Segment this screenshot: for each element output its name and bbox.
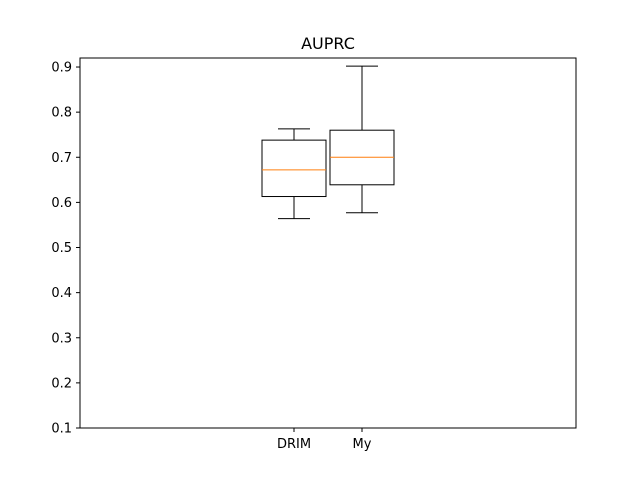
- x-tick-label: My: [353, 437, 372, 452]
- y-tick-label: 0.6: [51, 196, 72, 211]
- plot-area: [79, 57, 577, 429]
- y-tick-label: 0.7: [51, 151, 72, 166]
- x-axis: DRIM My: [277, 428, 372, 452]
- y-tick-label: 0.9: [51, 61, 72, 76]
- chart-title: AUPRC: [301, 34, 355, 53]
- y-tick-label: 0.5: [51, 241, 72, 256]
- y-tick-label: 0.2: [51, 376, 72, 391]
- y-tick-label: 0.8: [51, 106, 72, 121]
- y-tick-label: 0.4: [51, 286, 72, 301]
- box-drim: [261, 128, 327, 220]
- boxes-group: [261, 65, 395, 220]
- iqr-box: [261, 139, 327, 198]
- box-my: [329, 65, 395, 214]
- y-tick-label: 0.3: [51, 331, 72, 346]
- y-tick-label: 0.1: [51, 422, 72, 437]
- y-axis: 0.1 0.2 0.3 0.4 0.5 0.6 0.7 0.8 0.9: [51, 61, 80, 437]
- x-tick-label: DRIM: [277, 437, 311, 452]
